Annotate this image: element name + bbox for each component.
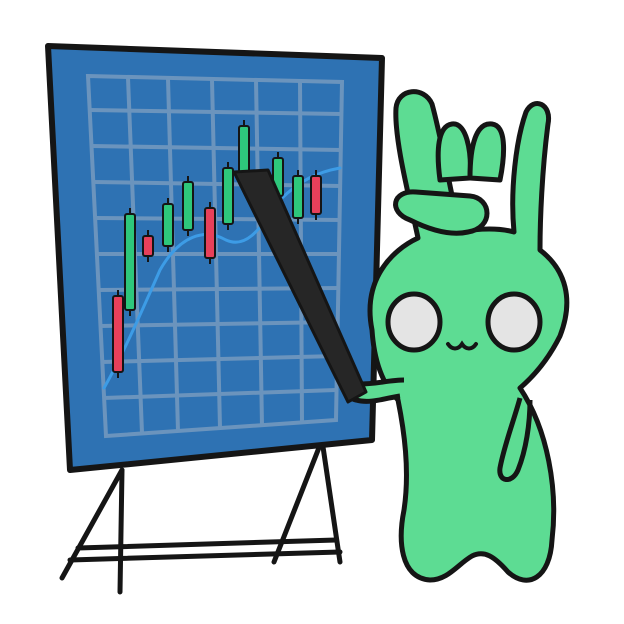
left-eye-icon bbox=[385, 291, 443, 353]
candle-down bbox=[310, 175, 322, 215]
green-mascot-icon bbox=[347, 89, 570, 583]
candle-up bbox=[292, 175, 304, 219]
candle-down bbox=[142, 235, 154, 257]
candle-up bbox=[182, 181, 194, 231]
easel-icon bbox=[59, 437, 343, 595]
candle-down bbox=[112, 295, 124, 373]
mascot-face bbox=[385, 291, 543, 353]
candle-up bbox=[222, 167, 234, 225]
mouth-icon bbox=[446, 340, 478, 351]
right-eye-icon bbox=[485, 291, 543, 353]
pointer-stick-icon bbox=[232, 168, 368, 404]
rock-on-hand-icon bbox=[393, 121, 507, 236]
candle-up bbox=[238, 125, 250, 177]
chart-board-icon bbox=[45, 43, 385, 473]
candle-up bbox=[162, 203, 174, 247]
chart-grid bbox=[85, 73, 345, 439]
candle-down bbox=[204, 207, 216, 259]
candle-up bbox=[124, 213, 136, 311]
